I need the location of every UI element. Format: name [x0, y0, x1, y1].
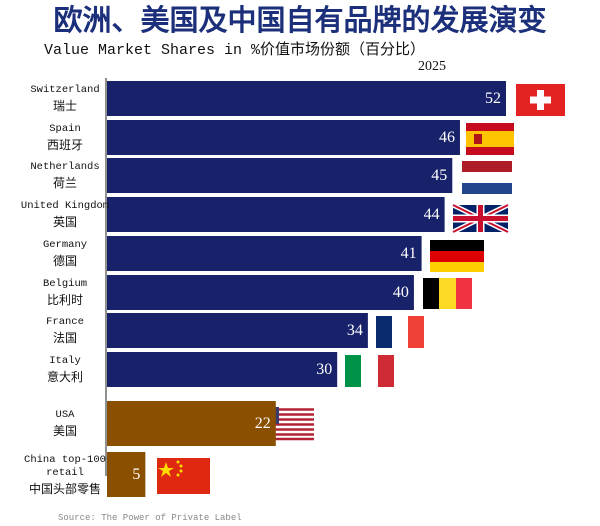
- category-label: Spain 西班牙: [12, 123, 118, 152]
- flag-netherlands: [462, 161, 512, 194]
- flags: [157, 84, 565, 494]
- category-label-zh: 瑞士: [52, 99, 77, 113]
- flag-germany: [430, 240, 484, 272]
- category-label-en: Belgium: [42, 278, 88, 290]
- bar: [107, 197, 445, 232]
- flag-switzerland: [516, 84, 565, 116]
- category-label: France 法国: [12, 316, 118, 345]
- value-label: 41: [401, 245, 417, 262]
- bar: [107, 236, 422, 271]
- category-label: Belgium 比利时: [12, 278, 118, 307]
- value-label: 46: [439, 129, 455, 146]
- category-label-zh: 法国: [52, 331, 77, 345]
- category-label-en: USA: [55, 409, 75, 421]
- category-label-zh: 中国头部零售: [28, 482, 101, 496]
- value-label: 22: [255, 415, 271, 432]
- category-label: China top-100 retail 中国头部零售: [12, 454, 118, 496]
- category-label: Switzerland 瑞士: [12, 84, 118, 113]
- value-label: 52: [485, 90, 501, 107]
- source: Source: The Power of Private Label: [58, 513, 242, 523]
- category-label: Netherlands 荷兰: [12, 161, 118, 190]
- bar: [107, 352, 338, 387]
- bar: [107, 81, 506, 116]
- category-label-zh: 西班牙: [46, 138, 83, 152]
- category-label-zh: 荷兰: [52, 176, 77, 190]
- bar: [107, 158, 453, 193]
- category-label: Germany 德国: [12, 239, 118, 268]
- flag-italy: [345, 355, 394, 387]
- category-label-en: Spain: [49, 123, 81, 135]
- value-label: 30: [316, 361, 332, 378]
- value-label: 34: [347, 322, 363, 339]
- chart-title: 欧洲、美国及中国自有品牌的发展演变: [53, 3, 546, 37]
- flag-belgium: [423, 278, 472, 309]
- category-label-zh: 意大利: [46, 370, 83, 384]
- flag-uk: [451, 202, 510, 235]
- bar: [107, 401, 276, 446]
- value-label: 44: [424, 206, 440, 223]
- flag-spain: [466, 123, 514, 155]
- category-label-zh: 英国: [52, 215, 77, 229]
- bar: [107, 120, 460, 155]
- category-label-zh: 美国: [52, 424, 77, 438]
- category-label-zh: 比利时: [46, 293, 83, 307]
- flag-france: [376, 316, 424, 348]
- category-label-en: France: [46, 316, 84, 328]
- value-label: 45: [431, 167, 447, 184]
- flag-china: [157, 458, 210, 494]
- subtitle: Value Market Shares in %价值市场份额（百分比）: [44, 41, 425, 59]
- bar: [107, 313, 368, 348]
- bar: [107, 275, 414, 310]
- category-label: United Kingdom 英国: [12, 200, 118, 229]
- category-label-en: Italy: [49, 355, 81, 367]
- category-label-en: Netherlands: [30, 161, 100, 173]
- category-label-en: Switzerland: [30, 84, 100, 96]
- bar: [107, 452, 146, 497]
- value-label: 40: [393, 284, 409, 301]
- category-label-en: Germany: [42, 239, 88, 251]
- value-label: 5: [132, 466, 140, 483]
- category-label-en: United Kingdom: [20, 200, 110, 212]
- category-label-en: China top-100 retail: [24, 454, 106, 479]
- category-label-zh: 德国: [52, 254, 77, 268]
- category-label: Italy 意大利: [12, 355, 118, 384]
- category-label: USA 美国: [12, 409, 118, 438]
- year-label: 2025: [418, 59, 446, 74]
